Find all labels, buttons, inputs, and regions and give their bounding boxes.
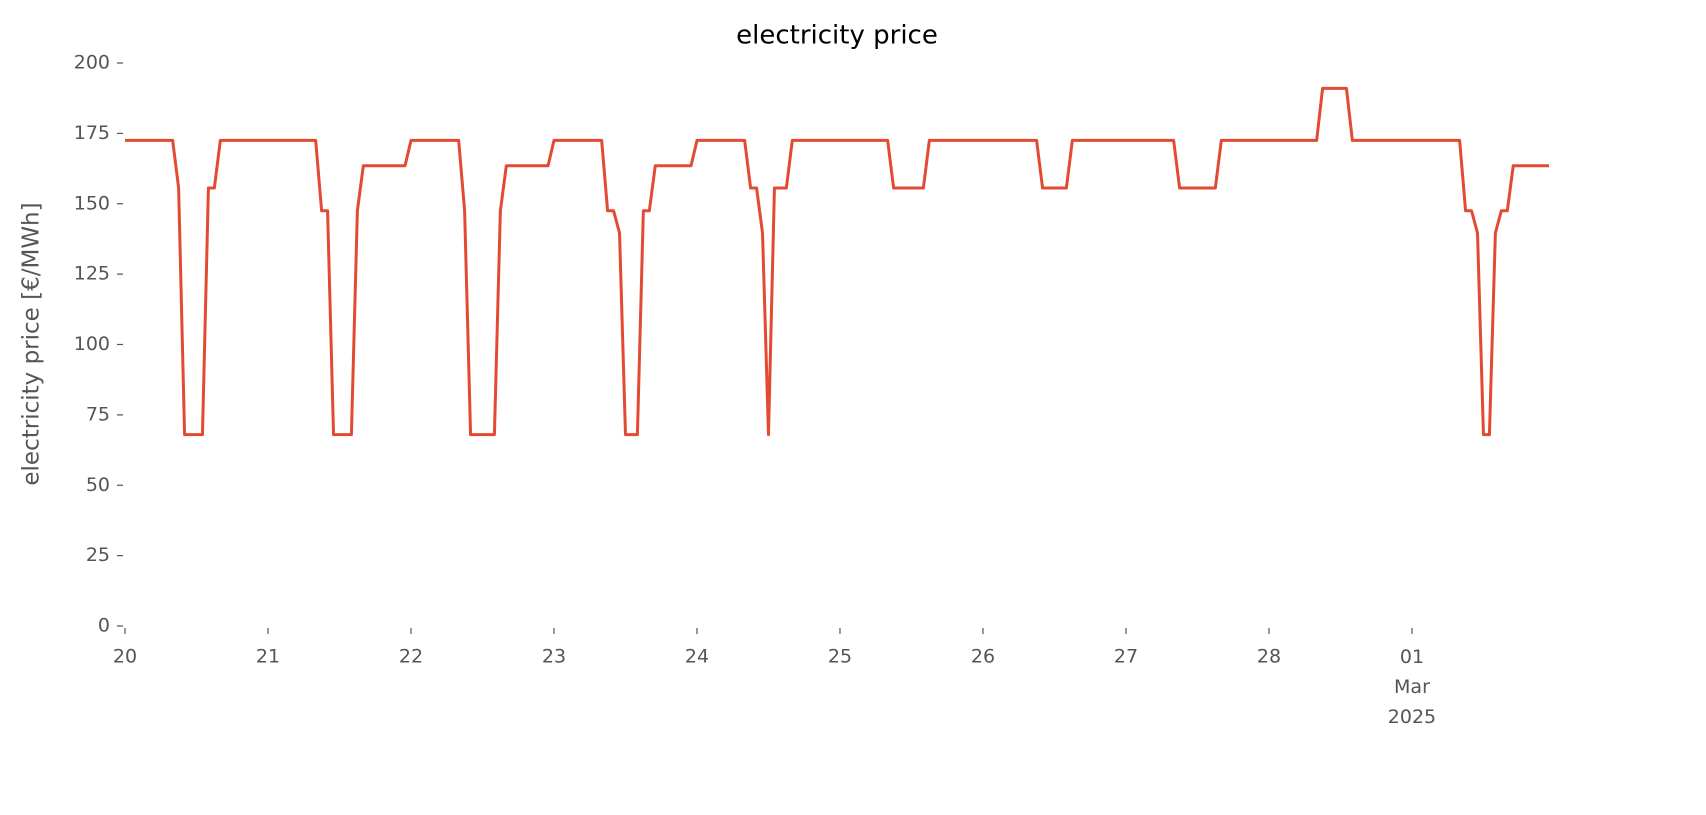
line	[125, 86, 1549, 437]
x-tick-label: 20	[113, 646, 137, 668]
x-tick-label: 25	[828, 646, 852, 668]
x-tick-label-line: Mar	[1394, 676, 1430, 698]
x-tick-label-line: 01	[1400, 646, 1424, 668]
x-tick-label: 22	[399, 646, 423, 668]
chart-title: electricity price	[736, 21, 938, 51]
x-tick-label: 27	[1114, 646, 1138, 668]
x-tick-label: 01 Mar 2025	[1388, 646, 1436, 728]
y-tick-label: 25	[86, 544, 110, 566]
x-tick-label: 23	[542, 646, 566, 668]
y-tick-label: 200	[74, 52, 110, 74]
x-tick-label-line: 2025	[1388, 706, 1436, 728]
x-tick-label: 28	[1257, 646, 1281, 668]
y-tick-label: 175	[74, 122, 110, 144]
x-tick-label: 24	[685, 646, 709, 668]
y-tick-label: 0	[98, 615, 110, 637]
x-tick-label: 21	[256, 646, 280, 668]
x-tick-label: 26	[971, 646, 995, 668]
y-tick-label: 75	[86, 403, 110, 425]
y-axis-label: electricity price [€/MWh]	[19, 202, 45, 485]
y-tick-label: 125	[74, 263, 110, 285]
y-tick-label: 100	[74, 333, 110, 355]
y-tick-label: 50	[86, 474, 110, 496]
y-tick-label: 150	[74, 192, 110, 214]
